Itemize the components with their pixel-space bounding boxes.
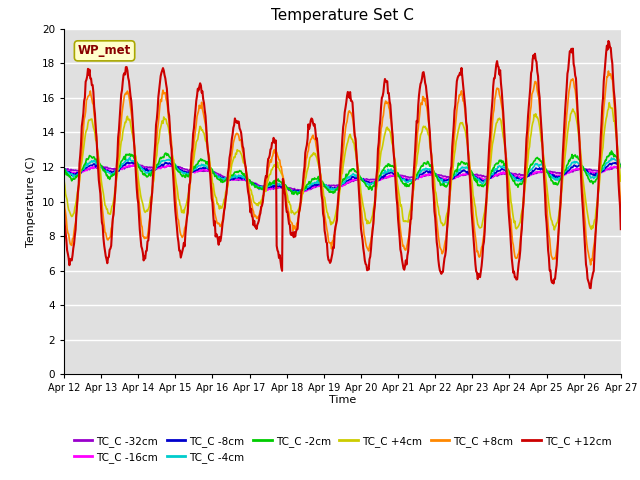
TC_C -16cm: [445, 176, 452, 182]
TC_C +8cm: [605, 68, 612, 74]
TC_C -8cm: [445, 177, 452, 183]
TC_C -16cm: [296, 191, 304, 196]
TC_C -2cm: [389, 163, 397, 168]
TC_C -32cm: [335, 182, 343, 188]
TC_C -4cm: [183, 171, 191, 177]
TC_C +8cm: [617, 202, 625, 207]
TC_C -4cm: [568, 161, 575, 167]
TC_C -4cm: [60, 168, 68, 174]
TC_C -16cm: [183, 169, 191, 175]
TC_C +8cm: [587, 262, 595, 268]
Line: TC_C +12cm: TC_C +12cm: [64, 41, 621, 288]
Line: TC_C -4cm: TC_C -4cm: [64, 157, 621, 192]
TC_C +12cm: [617, 226, 625, 232]
TC_C +4cm: [443, 211, 451, 217]
TC_C -8cm: [568, 164, 575, 170]
TC_C +8cm: [334, 205, 342, 211]
TC_C -16cm: [130, 161, 138, 167]
TC_C -4cm: [207, 166, 215, 172]
TC_C +12cm: [605, 38, 612, 44]
TC_C -8cm: [207, 168, 215, 174]
TC_C -4cm: [445, 180, 452, 185]
TC_C +12cm: [206, 171, 214, 177]
Line: TC_C +8cm: TC_C +8cm: [64, 71, 621, 265]
TC_C -2cm: [60, 166, 68, 171]
TC_C -8cm: [294, 189, 301, 195]
TC_C -32cm: [298, 188, 305, 194]
TC_C -2cm: [617, 163, 625, 169]
Line: TC_C -8cm: TC_C -8cm: [64, 162, 621, 192]
TC_C +4cm: [550, 227, 558, 233]
TC_C -32cm: [617, 163, 625, 169]
TC_C +12cm: [566, 48, 573, 54]
TC_C -32cm: [568, 169, 575, 175]
TC_C -4cm: [290, 190, 298, 195]
TC_C -8cm: [60, 167, 68, 172]
TC_C +8cm: [182, 220, 190, 226]
TC_C -8cm: [617, 162, 625, 168]
TC_C -32cm: [183, 167, 191, 172]
TC_C +8cm: [206, 165, 214, 170]
Title: Temperature Set C: Temperature Set C: [271, 9, 414, 24]
Y-axis label: Temperature (C): Temperature (C): [26, 156, 36, 247]
Line: TC_C +4cm: TC_C +4cm: [64, 103, 621, 230]
TC_C +12cm: [443, 231, 451, 237]
TC_C -32cm: [207, 168, 215, 174]
TC_C -4cm: [335, 183, 343, 189]
TC_C -2cm: [182, 171, 190, 177]
TC_C +8cm: [388, 125, 396, 131]
TC_C -2cm: [206, 165, 214, 170]
Text: WP_met: WP_met: [78, 44, 131, 57]
TC_C -8cm: [335, 184, 343, 190]
TC_C -4cm: [126, 155, 134, 160]
TC_C -16cm: [207, 170, 215, 176]
TC_C -8cm: [183, 169, 191, 175]
TC_C +4cm: [206, 163, 214, 168]
TC_C +12cm: [334, 201, 342, 207]
TC_C -32cm: [135, 162, 143, 168]
TC_C -32cm: [445, 174, 452, 180]
TC_C +12cm: [388, 125, 396, 131]
TC_C +8cm: [443, 228, 451, 234]
TC_C -32cm: [60, 167, 68, 172]
TC_C +8cm: [60, 194, 68, 200]
TC_C -8cm: [131, 159, 138, 165]
TC_C -4cm: [390, 168, 397, 174]
TC_C -8cm: [390, 171, 397, 177]
Line: TC_C -16cm: TC_C -16cm: [64, 164, 621, 193]
TC_C -16cm: [617, 165, 625, 170]
TC_C +12cm: [587, 285, 595, 291]
TC_C -2cm: [294, 192, 301, 197]
Line: TC_C -32cm: TC_C -32cm: [64, 165, 621, 191]
TC_C -16cm: [390, 173, 397, 179]
TC_C -2cm: [444, 182, 451, 188]
TC_C +4cm: [60, 177, 68, 183]
TC_C +4cm: [334, 202, 342, 207]
TC_C +4cm: [605, 100, 613, 106]
TC_C -2cm: [608, 148, 616, 154]
Legend: TC_C -32cm, TC_C -16cm, TC_C -8cm, TC_C -4cm, TC_C -2cm, TC_C +4cm, TC_C +8cm, T: TC_C -32cm, TC_C -16cm, TC_C -8cm, TC_C …: [69, 432, 616, 467]
TC_C -2cm: [335, 185, 342, 191]
TC_C +4cm: [617, 178, 625, 184]
TC_C +4cm: [566, 111, 574, 117]
TC_C -4cm: [617, 164, 625, 169]
TC_C +12cm: [60, 205, 68, 211]
Line: TC_C -2cm: TC_C -2cm: [64, 151, 621, 194]
X-axis label: Time: Time: [329, 395, 356, 405]
TC_C -32cm: [390, 173, 397, 179]
TC_C -16cm: [60, 167, 68, 173]
TC_C -16cm: [335, 184, 343, 190]
TC_C -16cm: [568, 168, 575, 174]
TC_C +8cm: [566, 84, 573, 90]
TC_C +4cm: [388, 140, 396, 145]
TC_C +4cm: [182, 202, 190, 208]
TC_C -2cm: [566, 156, 574, 161]
TC_C +12cm: [182, 222, 190, 228]
